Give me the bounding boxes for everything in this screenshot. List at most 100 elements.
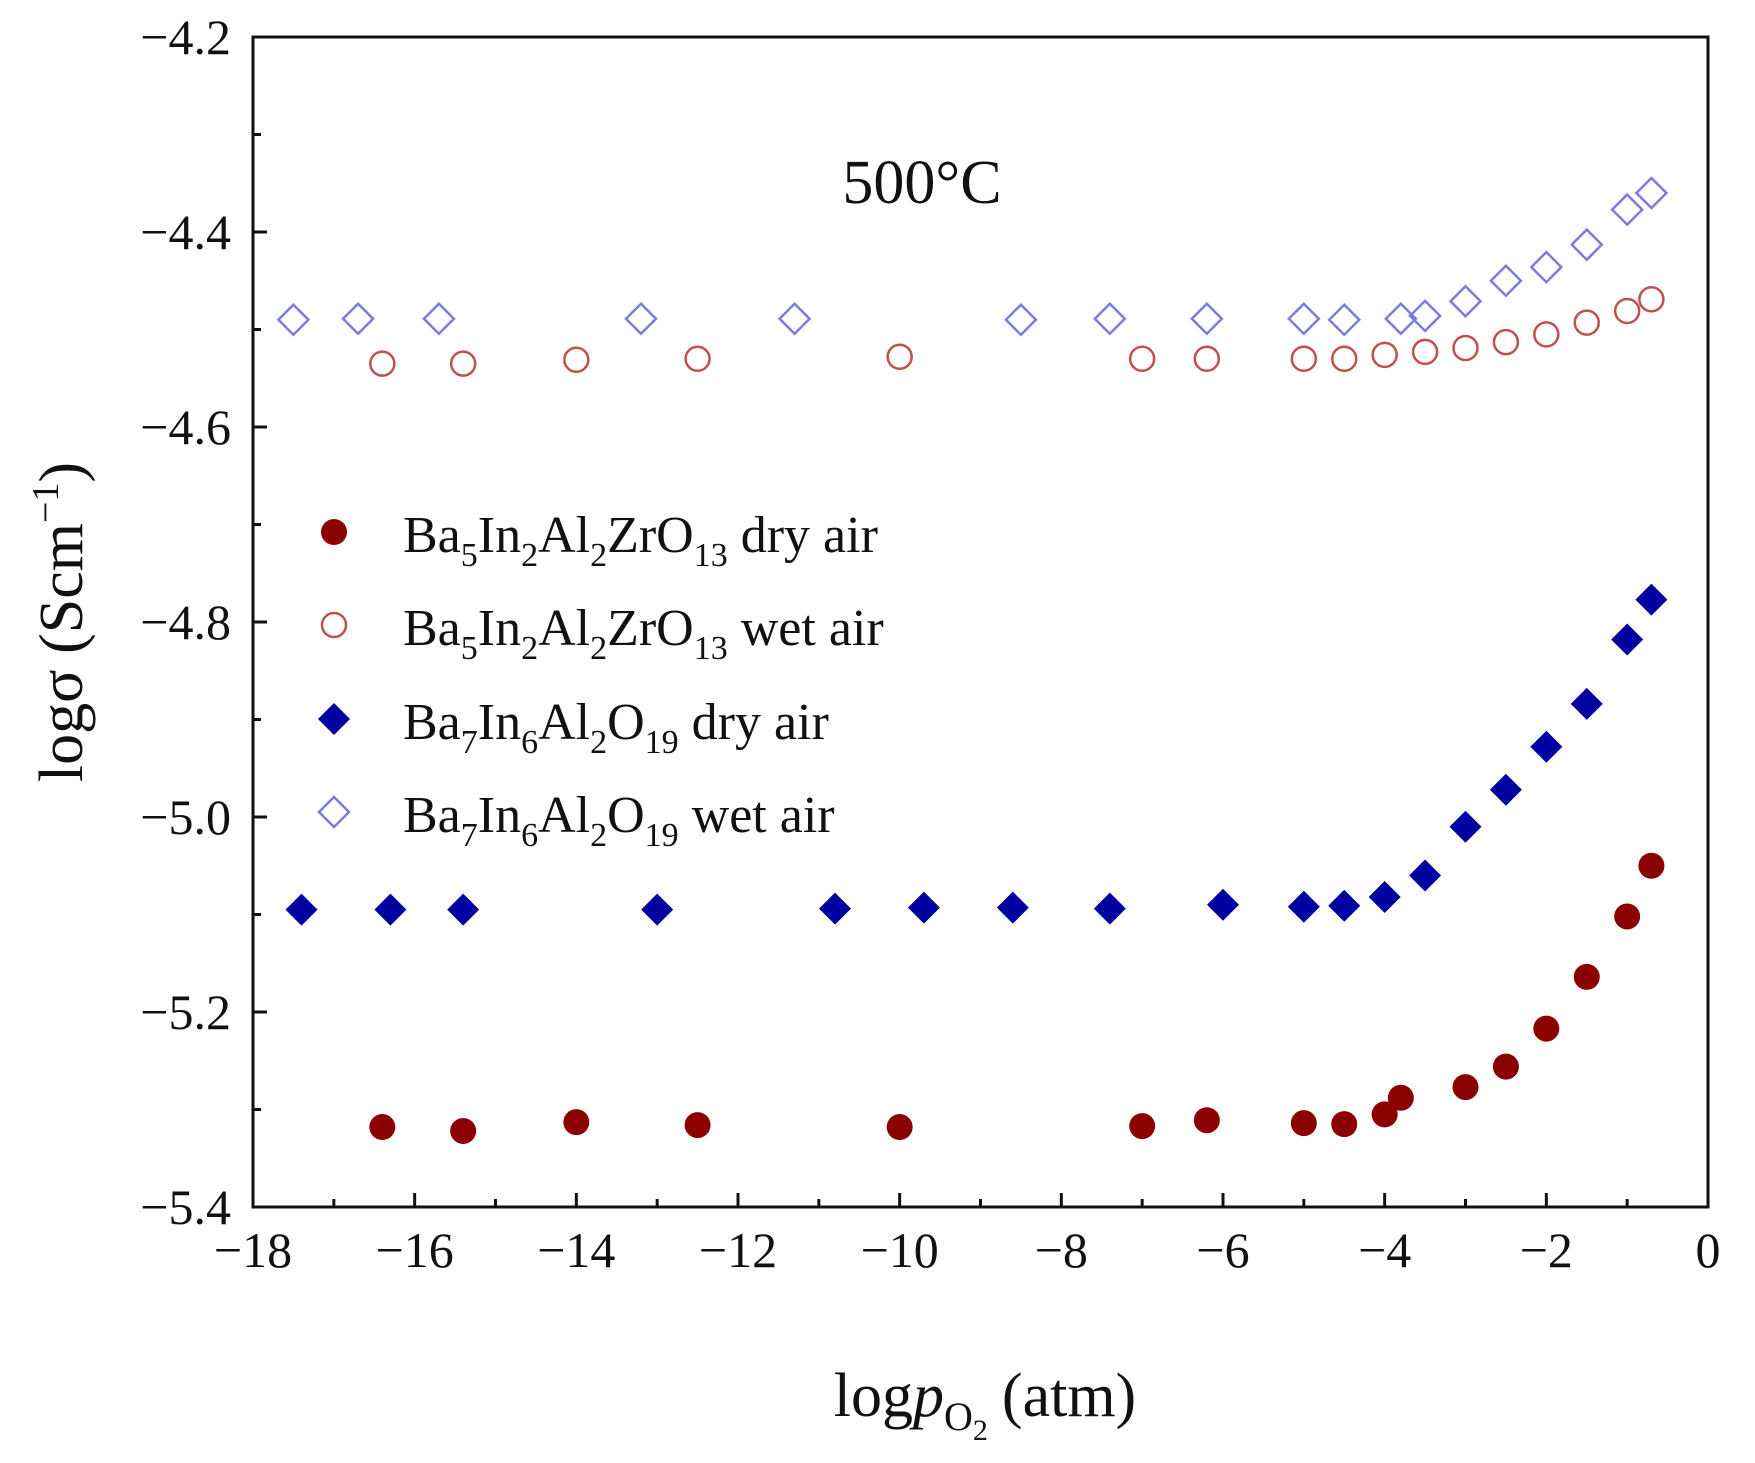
point-ba7in6al2o19-wet-air <box>1287 302 1321 336</box>
point-ba7in6al2o19-wet-air <box>1569 227 1604 262</box>
point-ba5in2al2zro13-dry-air <box>1193 1107 1220 1134</box>
point-ba5in2al2zro13-wet-air <box>1573 309 1600 336</box>
point-ba7in6al2o19-wet-air <box>1408 299 1442 333</box>
legend-label-part: In <box>478 507 521 564</box>
legend-label-part: 2 <box>590 630 607 667</box>
point-ba5in2al2zro13-wet-air <box>369 350 396 377</box>
legend-label-part: 2 <box>521 630 538 667</box>
point-ba5in2al2zro13-wet-air <box>563 346 590 373</box>
legend-label-part: Ba <box>403 507 461 564</box>
x-tick-label: −14 <box>537 1222 615 1278</box>
x-axis-title: logpO2 (atm) <box>834 1362 1136 1447</box>
point-ba5in2al2zro13-wet-air <box>684 345 711 372</box>
point-ba7in6al2o19-dry-air <box>1449 810 1482 843</box>
legend-label-part: 5 <box>461 537 478 574</box>
point-ba7in6al2o19-wet-air <box>1093 302 1127 336</box>
point-ba5in2al2zro13-dry-air <box>1387 1084 1414 1111</box>
point-ba5in2al2zro13-dry-air <box>1492 1053 1519 1080</box>
point-ba5in2al2zro13-dry-air <box>1638 852 1665 879</box>
point-ba5in2al2zro13-wet-air <box>1193 345 1221 372</box>
point-ba7in6al2o19-dry-air <box>996 891 1029 924</box>
point-ba7in6al2o19-wet-air <box>422 302 456 336</box>
legend-label-part: 5 <box>461 630 478 667</box>
legend-label-part: Al <box>538 600 590 657</box>
legend-label-part: In <box>478 600 521 657</box>
point-ba7in6al2o19-wet-air <box>1004 302 1038 337</box>
point-ba5in2al2zro13-dry-air <box>1290 1110 1317 1137</box>
legend-label-part: dry air <box>728 507 878 564</box>
point-ba7in6al2o19-wet-air <box>624 302 658 336</box>
legend-label-part: Ba <box>403 787 461 844</box>
point-ba7in6al2o19-wet-air <box>1610 192 1644 227</box>
point-ba7in6al2o19-dry-air <box>1207 888 1239 921</box>
y-tick-label: −5.0 <box>140 789 231 845</box>
legend-label-ba7in6al2o19-wet-air: Ba7In6Al2O19 wet air <box>403 787 835 854</box>
legend-label-part: 2 <box>590 537 607 574</box>
x-tick-label: 0 <box>1696 1222 1721 1278</box>
legend-label-part: wet air <box>728 600 884 657</box>
legend-label-part: Al <box>538 787 590 844</box>
point-ba5in2al2zro13-wet-air <box>1128 345 1156 372</box>
point-ba7in6al2o19-dry-air <box>1489 773 1522 806</box>
point-ba7in6al2o19-dry-air <box>819 892 851 925</box>
point-ba7in6al2o19-wet-air <box>276 302 311 337</box>
legend-marker-ba5in2al2zro13-wet-air <box>320 611 348 639</box>
legend-label-ba7in6al2o19-dry-air: Ba7In6Al2O19 dry air <box>403 694 829 761</box>
point-ba7in6al2o19-wet-air <box>777 302 812 336</box>
point-ba5in2al2zro13-wet-air <box>449 350 477 377</box>
point-ba7in6al2o19-dry-air <box>1611 623 1644 656</box>
legend-label-part: In <box>478 694 521 751</box>
legend-label-part: 7 <box>461 724 478 761</box>
legend-label-part: Al <box>538 507 590 564</box>
point-ba7in6al2o19-wet-air <box>1529 250 1564 284</box>
point-ba5in2al2zro13-wet-air <box>1452 334 1479 362</box>
x-axis-title-unit: (atm) <box>1002 1362 1136 1430</box>
point-ba7in6al2o19-dry-air <box>1530 730 1563 763</box>
point-ba5in2al2zro13-dry-air <box>369 1114 396 1141</box>
point-ba7in6al2o19-dry-air <box>1328 889 1361 922</box>
point-ba5in2al2zro13-dry-air <box>886 1114 913 1141</box>
point-ba7in6al2o19-dry-air <box>1409 859 1442 892</box>
temperature-annotation: 500°C <box>842 149 1001 217</box>
point-ba7in6al2o19-wet-air <box>1448 284 1483 318</box>
legend-label-part: O <box>607 694 645 751</box>
point-ba5in2al2zro13-wet-air <box>1638 286 1665 313</box>
x-tick-label: −8 <box>1035 1222 1088 1278</box>
point-ba5in2al2zro13-wet-air <box>1371 341 1398 369</box>
y-axis-title-end: ) <box>28 462 96 483</box>
legend-label-part: 6 <box>521 817 538 854</box>
point-ba5in2al2zro13-wet-air <box>1411 338 1439 366</box>
y-tick-label: −5.4 <box>140 1179 231 1235</box>
y-tick-label: −4.6 <box>140 399 231 455</box>
point-ba5in2al2zro13-wet-air <box>1533 321 1560 348</box>
legend-marker-ba7in6al2o19-dry-air <box>318 703 350 735</box>
point-ba5in2al2zro13-dry-air <box>1129 1113 1156 1140</box>
legend-label-ba5in2al2zro13-wet-air: Ba5In2Al2ZrO13 wet air <box>403 600 884 667</box>
legend-label-ba5in2al2zro13-dry-air: Ba5In2Al2ZrO13 dry air <box>403 507 878 574</box>
point-ba7in6al2o19-dry-air <box>447 893 480 926</box>
point-ba5in2al2zro13-wet-air <box>1290 345 1318 372</box>
legend-label-part: 19 <box>645 724 679 761</box>
x-tick-label: −16 <box>376 1222 454 1278</box>
legend-label-part: 13 <box>694 537 728 574</box>
legend-label-part: wet air <box>679 787 835 844</box>
point-ba5in2al2zro13-dry-air <box>1331 1111 1358 1138</box>
legend-label-part: ZrO <box>607 600 694 657</box>
y-tick-label: −4.2 <box>140 9 231 65</box>
y-axis-title-sup: −1 <box>25 483 67 523</box>
point-ba7in6al2o19-dry-air <box>1570 687 1603 720</box>
legend-marker-ba7in6al2o19-wet-air <box>317 795 351 829</box>
point-ba7in6al2o19-dry-air <box>1287 890 1320 923</box>
x-tick-label: −6 <box>1196 1222 1249 1278</box>
point-ba7in6al2o19-wet-air <box>1489 263 1523 298</box>
point-ba5in2al2zro13-dry-air <box>563 1109 590 1136</box>
legend-label-part: ZrO <box>607 507 694 564</box>
legend-label-part: 7 <box>461 817 478 854</box>
axis-ticks: −18 −16 −14 −12 −10 −8 −6 −4 −2 0 −5.4 −5.2 −5.0 −4.8… <box>140 9 1720 1278</box>
x-tick-label: −2 <box>1520 1222 1573 1278</box>
point-ba5in2al2zro13-dry-air <box>1573 963 1600 990</box>
legend-label-part: 6 <box>521 724 538 761</box>
data-points <box>276 176 1669 1144</box>
y-tick-label: −4.8 <box>140 594 231 650</box>
